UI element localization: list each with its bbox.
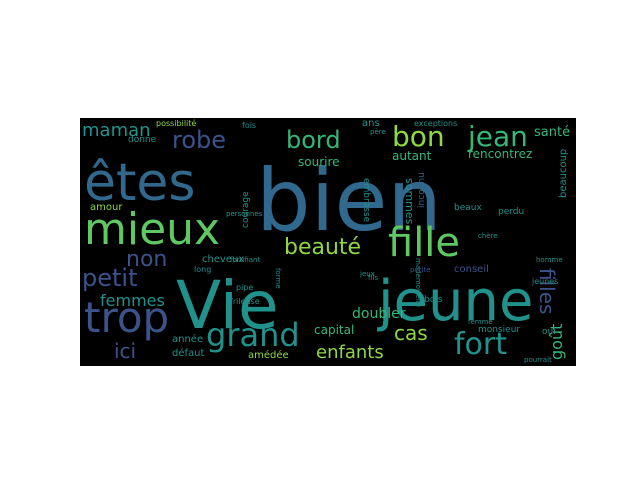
word-beaucoup: beaucoup: [558, 149, 569, 198]
word-fort: fort: [454, 327, 507, 362]
word-vie: Vie: [176, 267, 279, 344]
word-beaute: beauté: [284, 235, 361, 260]
word-conseil: conseil: [454, 264, 489, 275]
word-chere: chère: [478, 232, 498, 240]
word-oui: oui: [542, 327, 556, 337]
word-defaut: défaut: [172, 347, 204, 359]
word-pere: père: [370, 128, 386, 136]
word-sourire: sourire: [298, 155, 340, 169]
word-rencontrez: rencontrez: [468, 147, 532, 161]
word-trop: trop: [84, 293, 169, 342]
word-bois: bois: [424, 295, 443, 305]
wordcloud-canvas: bien Vie jeune êtes mieux trop fille gra…: [80, 118, 576, 366]
word-monsieur: monsieur: [478, 325, 520, 335]
word-exceptions: exceptions: [414, 119, 457, 128]
word-capital: capital: [314, 323, 354, 337]
word-enfants: enfants: [316, 342, 384, 363]
word-jean: jean: [467, 120, 528, 153]
word-long: long: [194, 265, 211, 274]
word-mieux: mieux: [84, 204, 220, 255]
word-maman: maman: [82, 120, 151, 141]
word-etes: êtes: [84, 153, 195, 213]
word-sommes: sommes: [403, 178, 416, 225]
word-petite: petite: [410, 266, 431, 274]
word-annee: année: [172, 333, 203, 345]
word-embrasse: embrasse: [361, 178, 371, 223]
word-beaux: beaux: [454, 203, 482, 213]
word-donne: donne: [128, 135, 157, 145]
word-inconnu: inconnu: [417, 172, 427, 208]
word-amour: amour: [90, 202, 123, 213]
word-grand: grand: [206, 316, 300, 354]
word-forme: forme: [274, 268, 282, 289]
word-sante: santé: [534, 125, 570, 140]
word-gout: goût: [547, 324, 566, 360]
word-cas: cas: [394, 321, 428, 345]
word-pourrait: pourrait: [524, 356, 552, 364]
word-petit: petit: [82, 264, 138, 292]
word-cheveux: cheveux: [202, 254, 244, 265]
word-femmes: femmes: [100, 291, 165, 310]
word-perdu: perdu: [498, 207, 524, 217]
word-autant: autant: [392, 149, 432, 163]
word-femme: femme: [468, 318, 493, 326]
word-pipe: pipe: [236, 283, 253, 292]
word-courage: courage: [241, 191, 251, 228]
word-frileuse: frileuse: [230, 297, 260, 306]
word-robe: robe: [172, 126, 226, 154]
word-ici: ici: [114, 339, 136, 363]
word-possibilite: possibilité: [156, 118, 196, 128]
word-fortifiant: fortifiant: [230, 256, 260, 264]
wordcloud-svg: bien Vie jeune êtes mieux trop fille gra…: [82, 118, 570, 364]
word-jeune: jeune: [376, 269, 533, 334]
word-bord: bord: [286, 126, 341, 154]
word-ans: ans: [362, 118, 380, 129]
word-doubler: doubler: [352, 306, 406, 322]
word-bon: bon: [392, 120, 445, 153]
word-homme: homme: [536, 256, 563, 264]
word-bien: bien: [256, 151, 442, 251]
word-non: non: [126, 247, 167, 272]
word-jeux: jeux: [359, 270, 375, 278]
word-mademoiselle: mademoiselle: [414, 258, 422, 307]
word-fille: fille: [388, 220, 460, 266]
word-filles: filles: [535, 268, 559, 314]
word-fils: fils: [368, 274, 378, 282]
word-amedee: amédée: [248, 349, 289, 361]
word-personnes: personnes: [226, 210, 263, 218]
word-fois: fois: [242, 121, 256, 130]
word-jeunes: jeunes: [531, 277, 558, 286]
